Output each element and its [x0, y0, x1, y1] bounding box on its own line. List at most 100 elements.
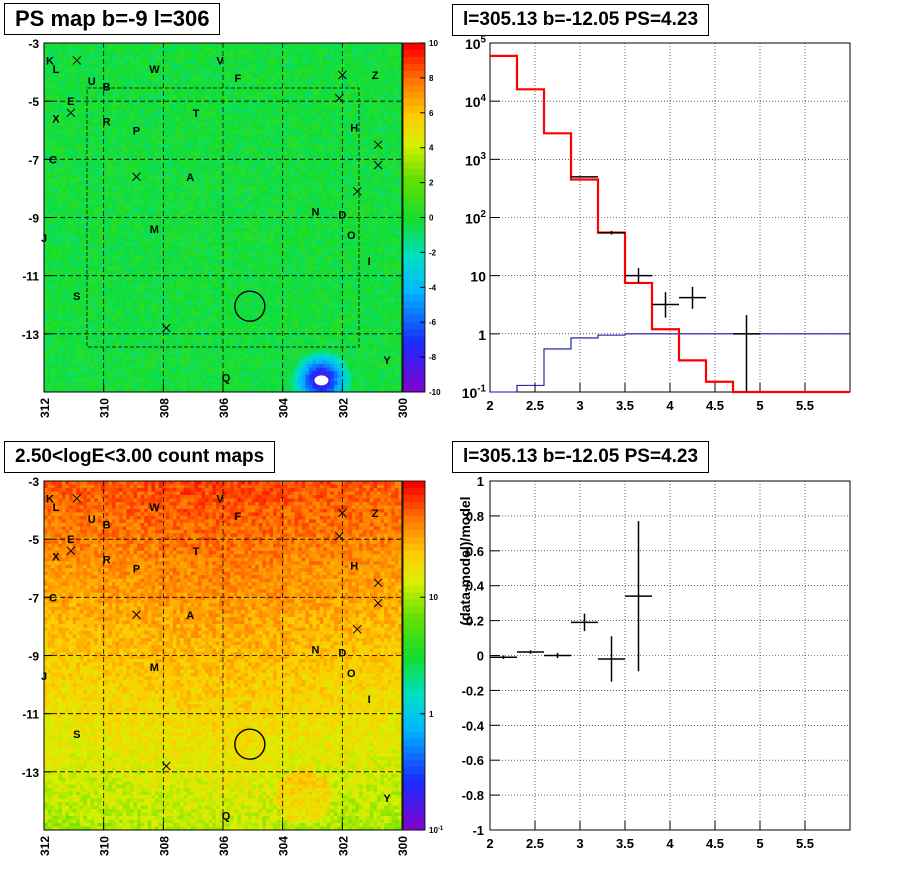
cm-y-tick-label: -13	[22, 766, 40, 780]
cm-colorbar	[402, 480, 426, 831]
cm-x-tick-label: 304	[277, 836, 291, 856]
residual-x-tick-label: 4	[666, 836, 674, 851]
residual-y-tick-label: 0.6	[466, 544, 484, 559]
cm-source-label: Q	[222, 810, 231, 822]
ps-source-label: W	[149, 64, 160, 76]
cm-y-tick-label: -3	[28, 475, 39, 489]
ps-source-label: V	[216, 55, 224, 67]
spectrum-y-tick-label: 10	[470, 269, 486, 285]
cm-target-circle	[234, 728, 266, 760]
cm-source-label: U	[88, 514, 96, 526]
spectrum-x-tick-label: 2	[486, 398, 493, 413]
spectrum-y-tick-label: 102	[465, 209, 487, 226]
ps-x-marker	[337, 70, 347, 80]
cm-source-label: P	[133, 563, 140, 575]
ps-x-tick-label: 300	[396, 398, 410, 418]
cm-source-label: A	[186, 610, 194, 622]
cm-source-label: K	[46, 493, 54, 505]
ps-x-marker	[334, 93, 344, 103]
residual-x-tick-label: 4.5	[706, 836, 724, 851]
cm-x-marker	[66, 546, 76, 556]
cm-colorbar-label: 10-1	[429, 826, 444, 835]
ps-source-label: R	[103, 117, 111, 129]
cm-y-tick-label: -5	[28, 533, 39, 547]
ps-source-label: A	[186, 172, 194, 184]
spectrum-title: l=305.13 b=-12.05 PS=4.23	[452, 4, 710, 36]
ps-heatmap	[44, 43, 403, 393]
cm-source-label: Y	[383, 793, 391, 805]
ps-source-label: B	[103, 82, 111, 94]
spectrum-y-tick-label: 104	[465, 93, 487, 110]
residual-x-tick-label: 2	[486, 836, 493, 851]
spectrum-model-red	[490, 54, 850, 394]
residual-x-tick-label: 5	[756, 836, 763, 851]
cm-x-tick-label: 300	[396, 836, 410, 856]
ps-y-tick-label: -3	[28, 37, 39, 51]
cm-x-marker	[72, 494, 82, 503]
cm-source-label: E	[67, 534, 74, 546]
ps-x-marker	[132, 172, 141, 182]
cm-source-label: I	[368, 694, 371, 706]
residual-y-tick-label: -0.6	[462, 753, 484, 768]
cm-source-label: J	[41, 671, 47, 683]
residual-y-axis-label: (data-model)/model	[457, 496, 473, 625]
ps-target-circle	[234, 290, 266, 322]
ps-source-label: O	[347, 230, 356, 242]
ps-x-tick-label: 302	[336, 398, 350, 418]
spectrum-x-tick-label: 5	[756, 398, 763, 413]
cm-source-label: L	[53, 502, 60, 514]
residual-y-tick-label: 0.2	[466, 614, 484, 629]
ps-source-label: X	[52, 114, 60, 126]
ps-source-label: C	[49, 154, 57, 166]
count-map-title: 2.50<logE<3.00 count maps	[4, 441, 276, 473]
residual-y-tick-label: -1	[472, 823, 484, 838]
cm-source-label: R	[103, 555, 111, 567]
ps-source-label: F	[235, 73, 242, 85]
ps-x-tick-label: 310	[98, 398, 112, 418]
residual-y-tick-label: 0	[477, 649, 484, 664]
cm-colorbar-label: 10	[429, 593, 438, 602]
hot-spot	[314, 375, 329, 386]
ps-y-tick-label: -9	[28, 212, 39, 226]
cm-y-tick-label: -9	[28, 650, 39, 664]
cm-x-marker	[337, 508, 347, 518]
residual-y-tick-label: 0.8	[466, 509, 484, 524]
ps-colorbar-label: -2	[429, 248, 437, 257]
ps-source-label: Q	[222, 372, 231, 384]
cm-y-tick-label: -11	[22, 708, 39, 722]
residual-x-tick-label: 3.5	[616, 836, 634, 851]
cm-x-tick-label: 308	[157, 836, 171, 856]
residual-y-tick-label: -0.8	[462, 788, 484, 803]
cm-x-marker	[334, 531, 344, 541]
ps-x-marker	[66, 108, 76, 118]
ps-source-label: L	[53, 64, 60, 76]
cm-source-label: H	[350, 560, 358, 572]
ps-source-label: S	[73, 291, 80, 303]
ps-y-tick-label: -11	[22, 270, 39, 284]
ps-colorbar-label: -10	[429, 388, 441, 397]
ps-colorbar-label: -8	[429, 353, 437, 362]
ps-x-marker	[352, 186, 362, 196]
cm-x-tick-label: 310	[98, 836, 112, 856]
residual-y-tick-label: -0.2	[462, 683, 484, 698]
spectrum-y-tick-label: 105	[465, 35, 487, 52]
residual-x-tick-label: 3	[576, 836, 583, 851]
cm-source-label: Z	[372, 508, 379, 520]
cm-x-marker	[352, 624, 362, 634]
cm-x-marker	[373, 578, 383, 588]
ps-colorbar-label: 0	[429, 214, 434, 223]
ps-colorbar-label: 4	[429, 144, 434, 153]
ps-x-tick-label: 308	[157, 398, 171, 418]
ps-colorbar-label: 10	[429, 39, 438, 48]
ps-source-label: T	[193, 108, 200, 120]
spectrum-x-tick-label: 2.5	[526, 398, 544, 413]
cm-x-tick-label: 302	[336, 836, 350, 856]
ps-source-label: M	[150, 224, 159, 236]
cm-source-label: F	[235, 511, 242, 523]
cm-source-label: T	[193, 546, 200, 558]
residual-y-tick-label: -0.4	[462, 718, 485, 733]
ps-roi-box	[86, 87, 360, 348]
residual-x-tick-label: 2.5	[526, 836, 544, 851]
ps-x-marker	[72, 56, 82, 65]
ps-colorbar-label: 2	[429, 179, 434, 188]
